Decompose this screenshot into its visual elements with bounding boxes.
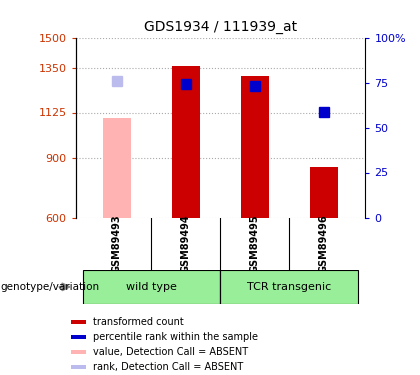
Bar [71, 350, 86, 354]
Text: GSM89494: GSM89494 [181, 214, 191, 273]
Bar [103, 117, 131, 218]
Bar [310, 166, 338, 218]
FancyBboxPatch shape [82, 270, 220, 304]
Title: GDS1934 / 111939_at: GDS1934 / 111939_at [144, 20, 297, 34]
Bar [241, 75, 269, 217]
Text: percentile rank within the sample: percentile rank within the sample [92, 332, 257, 342]
Text: GSM89493: GSM89493 [112, 214, 122, 273]
FancyBboxPatch shape [220, 270, 359, 304]
Text: TCR transgenic: TCR transgenic [247, 282, 332, 292]
Text: GSM89495: GSM89495 [250, 214, 260, 273]
Bar [71, 335, 86, 339]
Text: GSM89496: GSM89496 [319, 214, 329, 273]
Text: wild type: wild type [126, 282, 177, 292]
Text: transformed count: transformed count [92, 317, 184, 327]
Bar [71, 320, 86, 324]
Text: rank, Detection Call = ABSENT: rank, Detection Call = ABSENT [92, 362, 243, 372]
Bar [172, 66, 200, 218]
Bar [71, 365, 86, 369]
Text: value, Detection Call = ABSENT: value, Detection Call = ABSENT [92, 347, 248, 357]
Text: genotype/variation: genotype/variation [0, 282, 99, 292]
